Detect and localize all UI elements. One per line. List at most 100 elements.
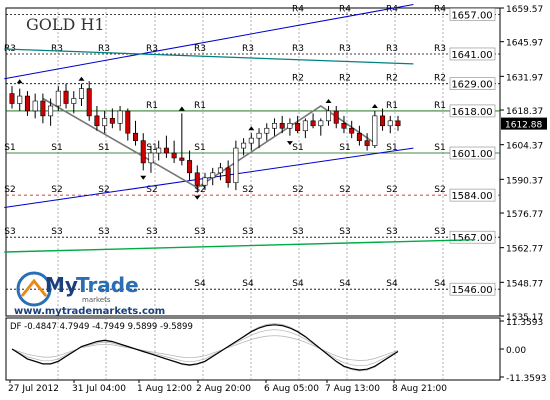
pivot-tag-r2-1: R2 [339, 74, 351, 84]
time-tick-label-1: 31 Jul 04:00 [72, 384, 126, 394]
candle-body-10 [86, 88, 92, 117]
pivot-tag-s1-0: S1 [4, 143, 15, 153]
pivot-tag-s2-4: S2 [194, 185, 205, 195]
price-tick-label-2: 1631.97 [506, 73, 543, 83]
pivot-tag-s2-6: S2 [292, 185, 303, 195]
candle-body-18 [148, 152, 154, 164]
candle-body-9 [78, 88, 84, 99]
pivot-tag-r1-0: R1 [146, 101, 158, 111]
indicator-tick-label-2: -11.3593 [506, 374, 546, 384]
candle-body-43 [341, 123, 347, 129]
pivot-tag-s1-7: S1 [386, 143, 397, 153]
time-tick-label-2: 1 Aug 12:00 [137, 384, 192, 394]
candle-body-8 [71, 98, 77, 104]
level-label-1601.00: 1601.00 [451, 149, 492, 160]
price-tick-label-5: 1590.37 [506, 176, 543, 186]
pivot-tag-s4-1: S4 [242, 279, 254, 289]
candle-body-27 [217, 167, 223, 174]
level-box-1657.00 [449, 8, 496, 21]
candle-body-16 [133, 132, 139, 141]
candle-body-34 [271, 123, 277, 129]
pivot-tag-r1-2: R1 [386, 101, 398, 111]
level-box-1618.00 [449, 104, 496, 118]
pivot-tag-s1-1: S1 [51, 143, 62, 153]
candle-body-31 [248, 137, 254, 144]
price-tick-label-9: 1535.17 [506, 313, 543, 323]
candle-body-6 [55, 90, 61, 107]
pivot-tag-s4-5: S4 [434, 279, 446, 289]
pivot-tag-s2-0: S2 [4, 185, 15, 195]
indicator-label: DF -0.4847 4.7949 -4.7949 9.5899 -9.5899 [10, 322, 193, 332]
time-tick-label-6: 8 Aug 21:00 [392, 384, 447, 394]
candle-body-1 [17, 95, 23, 104]
candle-body-22 [179, 157, 185, 161]
candle-body-24 [194, 172, 200, 186]
candle-body-33 [264, 127, 270, 134]
indicator-tick-label-1: 0.00 [506, 346, 526, 356]
candle-body-17 [140, 140, 146, 164]
pivot-tag-s1-3: S1 [146, 143, 157, 153]
time-tick-label-0: 27 Jul 2012 [8, 384, 59, 394]
candle-body-37 [295, 123, 301, 132]
vertical-grid [57, 8, 444, 380]
price-tick-label-8: 1548.77 [506, 279, 543, 289]
pivot-tag-s2-3: S2 [146, 185, 157, 195]
candle-body-3 [32, 100, 38, 112]
candle-body-0 [9, 93, 15, 104]
pivot-tag-r3-3: R3 [146, 44, 158, 54]
pivot-tag-r3-8: R3 [386, 44, 398, 54]
candle-body-28 [225, 167, 231, 184]
indicator-tick-label-0: 11.3593 [506, 318, 543, 328]
candle-body-50 [395, 120, 401, 127]
candle-body-20 [163, 147, 169, 154]
candle-body-45 [356, 132, 362, 141]
candle-body-23 [187, 160, 193, 174]
pivot-tag-s2-2: S2 [98, 185, 109, 195]
fractal-marker-7 [194, 195, 201, 200]
level-box-1629.00 [449, 77, 496, 90]
candle-body-2 [24, 95, 30, 112]
price-tick-label-4: 1604.37 [506, 142, 543, 152]
pivot-tag-s4-4: S4 [386, 279, 398, 289]
watermark-logo: My Trade markets www.mytrademarkets.com [14, 271, 165, 317]
pivot-tag-s3-8: S3 [386, 227, 397, 237]
pivot-tag-s1-6: S1 [339, 143, 350, 153]
indicator-plot-frame [5, 317, 501, 381]
pivot-tag-s3-0: S3 [4, 227, 15, 237]
candle-body-25 [202, 177, 208, 186]
candle-series [9, 76, 401, 200]
level-box-1601.00 [449, 146, 496, 160]
pivot-tag-s4-0: S4 [194, 279, 206, 289]
pivot-tag-s3-3: S3 [146, 227, 157, 237]
pivot-tag-s4-2: S4 [292, 279, 304, 289]
candle-body-5 [48, 105, 54, 117]
time-axis: 27 Jul 2012 31 Jul 04:00 1 Aug 12:00 2 Aug … [8, 380, 447, 394]
time-tick-label-5: 7 Aug 13:00 [325, 384, 380, 394]
watermark-url: www.mytrademarkets.com [14, 306, 165, 317]
pivot-tag-r3-2: R3 [98, 44, 110, 54]
fractal-marker-0 [16, 79, 23, 84]
level-label-1629.00: 1629.00 [451, 80, 492, 91]
chart-title: GOLD H1 [26, 15, 105, 34]
pivot-tag-s3-1: S3 [51, 227, 62, 237]
candle-body-47 [372, 115, 378, 146]
pivot-tag-s1-8: S1 [434, 143, 445, 153]
level-label-1567.00: 1567.00 [451, 233, 492, 244]
pivot-tag-s2-9: S2 [434, 185, 445, 195]
candle-body-7 [63, 90, 69, 104]
pivot-tag-s1-5: S1 [292, 143, 303, 153]
pivot-tag-s2-1: S2 [51, 185, 62, 195]
candle-body-15 [125, 110, 131, 134]
candle-body-35 [279, 123, 285, 129]
pivot-tag-r3-7: R3 [339, 44, 351, 54]
price-tick-label-6: 1576.77 [506, 210, 543, 220]
indicator-panel: DF -0.4847 4.7949 -4.7949 9.5899 -9.5899… [10, 318, 546, 384]
candle-body-19 [156, 147, 162, 154]
price-tick-label-1: 1645.97 [506, 39, 543, 49]
fractal-marker-3 [248, 126, 255, 131]
logo-brand-my: My [45, 273, 78, 297]
pivot-tag-s3-6: S3 [292, 227, 303, 237]
candle-body-41 [326, 110, 332, 122]
fractal-marker-1 [78, 76, 85, 81]
